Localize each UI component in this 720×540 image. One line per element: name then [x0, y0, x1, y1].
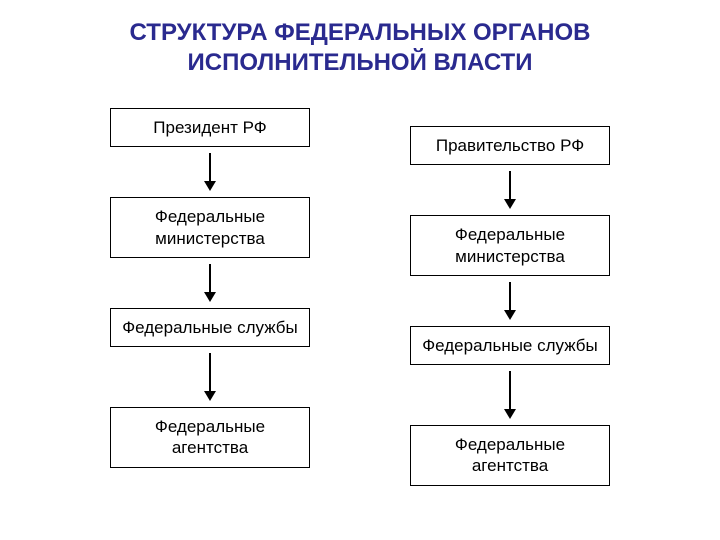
- column-right: Правительство РФ Федеральные министерств…: [400, 108, 620, 486]
- arrow-icon: [204, 264, 216, 302]
- arrow-line: [209, 353, 211, 391]
- arrow-head-icon: [504, 310, 516, 320]
- diagram-title: СТРУКТУРА ФЕДЕРАЛЬНЫХ ОРГАНОВ ИСПОЛНИТЕЛ…: [0, 0, 720, 78]
- arrow-line: [209, 264, 211, 292]
- arrow-icon: [504, 282, 516, 320]
- arrow-line: [509, 171, 511, 199]
- arrow-line: [509, 282, 511, 310]
- node-government: Правительство РФ: [410, 126, 610, 165]
- node-fed-services-left: Федеральные службы: [110, 308, 310, 347]
- arrow-line: [209, 153, 211, 181]
- diagram-body: Президент РФ Федеральные министерства Фе…: [0, 108, 720, 486]
- arrow-line: [509, 371, 511, 409]
- arrow-icon: [204, 153, 216, 191]
- arrow-head-icon: [504, 199, 516, 209]
- title-line-2: ИСПОЛНИТЕЛЬНОЙ ВЛАСТИ: [188, 49, 533, 76]
- arrow-head-icon: [204, 292, 216, 302]
- arrow-icon: [504, 371, 516, 419]
- node-fed-services-right: Федеральные службы: [410, 326, 610, 365]
- column-left: Президент РФ Федеральные министерства Фе…: [100, 108, 320, 486]
- node-fed-agencies-left: Федеральные агентства: [110, 407, 310, 468]
- node-president: Президент РФ: [110, 108, 310, 147]
- arrow-head-icon: [204, 181, 216, 191]
- node-fed-ministries-left: Федеральные министерства: [110, 197, 310, 258]
- arrow-head-icon: [204, 391, 216, 401]
- arrow-icon: [504, 171, 516, 209]
- node-fed-agencies-right: Федеральные агентства: [410, 425, 610, 486]
- node-fed-ministries-right: Федеральные министерства: [410, 215, 610, 276]
- title-line-1: СТРУКТУРА ФЕДЕРАЛЬНЫХ ОРГАНОВ: [130, 19, 591, 46]
- arrow-icon: [204, 353, 216, 401]
- arrow-head-icon: [504, 409, 516, 419]
